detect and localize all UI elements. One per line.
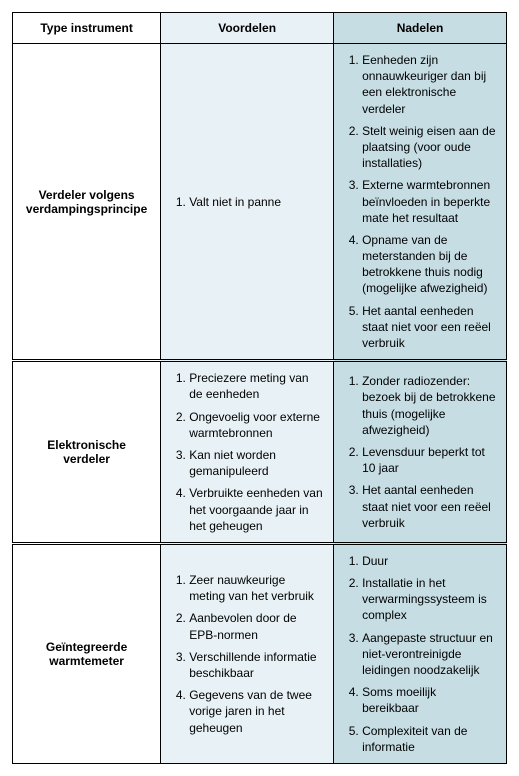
table-row: Verdeler volgens verdampingsprincipe Valt… [13,44,507,361]
disadvantages-list: Duur Installatie in het verwarmingssystee… [344,553,496,755]
table-header-row: Type instrument Voordelen Nadelen [13,13,507,44]
list-item: Verbruikte eenheden van het voorgaande j… [189,485,323,534]
list-item: Duur [362,553,496,569]
header-type: Type instrument [13,13,161,44]
table-row: Geïntegreerde warmtemeterZeer nauwkeurig… [13,543,507,763]
disadvantages-cell: Duur Installatie in het verwarmingssystee… [334,543,507,763]
header-advantages: Voordelen [161,13,334,44]
list-item: Verschillende informatie beschikbaar [189,649,323,681]
advantages-list: Valt niet in panne [171,194,323,210]
list-item: Installatie in het verwarmingssysteem is… [362,575,496,624]
list-item: Stelt weinig eisen aan de plaatsing (voo… [362,123,496,172]
list-item: Zeer nauwkeurige meting van het verbruik [189,572,323,604]
list-item: Zonder radiozender: bezoek bij de betrok… [362,373,496,438]
list-item: Aangepaste structuur en niet-verontreini… [362,630,496,679]
list-item: Gegevens van de twee vorige jaren in het… [189,687,323,736]
advantages-cell: Valt niet in panne [161,44,334,361]
header-disadvantages: Nadelen [334,13,507,44]
table-body: Verdeler volgens verdampingsprincipe Valt… [13,44,507,764]
type-cell: Verdeler volgens verdampingsprincipe [13,44,161,361]
list-item: Het aantal eenheden staat niet voor een … [362,482,496,531]
disadvantages-cell: Zonder radiozender: bezoek bij de betrok… [334,361,507,544]
list-item: Valt niet in panne [189,194,323,210]
disadvantages-list: Zonder radiozender: bezoek bij de betrok… [344,373,496,531]
type-cell: Geïntegreerde warmtemeter [13,543,161,763]
list-item: Kan niet worden gemanipuleerd [189,447,323,479]
advantages-list: Preciezere meting van de eenheden Ongevoe… [171,370,323,534]
list-item: Complexiteit van de informatie [362,723,496,755]
advantages-list: Zeer nauwkeurige meting van het verbruik… [171,572,323,736]
advantages-cell: Zeer nauwkeurige meting van het verbruik… [161,543,334,763]
comparison-table: Type instrument Voordelen Nadelen Verdel… [12,12,507,764]
list-item: Eenheden zijn onnauwkeuriger dan bij een… [362,52,496,117]
list-item: Levensduur beperkt tot 10 jaar [362,444,496,476]
disadvantages-list: Eenheden zijn onnauwkeuriger dan bij een… [344,52,496,351]
list-item: Preciezere meting van de eenheden [189,370,323,402]
list-item: Het aantal eenheden staat niet voor een … [362,303,496,352]
type-cell: Elektronische verdeler [13,361,161,544]
disadvantages-cell: Eenheden zijn onnauwkeuriger dan bij een… [334,44,507,361]
table-row: Elektronische verdelerPreciezere meting … [13,361,507,544]
list-item: Opname van de meterstanden bij de betrok… [362,232,496,297]
list-item: Externe warmtebronnen beïnvloeden in bep… [362,177,496,226]
list-item: Soms moeilijk bereikbaar [362,684,496,716]
advantages-cell: Preciezere meting van de eenheden Ongevoe… [161,361,334,544]
list-item: Ongevoelig voor externe warmtebronnen [189,409,323,441]
